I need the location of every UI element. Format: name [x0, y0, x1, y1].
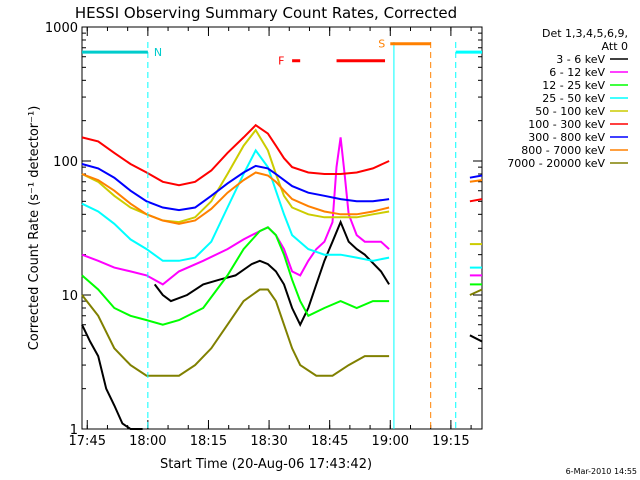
series-line-6-12kev	[81, 137, 390, 286]
y-tick-label: 1000	[45, 21, 78, 36]
legend-label: 3 - 6 keV	[556, 53, 605, 66]
y-tick-label: 1	[70, 423, 78, 438]
series-line-7000-20000kev	[469, 288, 483, 296]
legend-label: 12 - 25 keV	[542, 79, 605, 92]
series-line-100-300kev	[469, 198, 483, 203]
legend-label: 800 - 7000 keV	[521, 144, 605, 157]
x-axis: 17:45 18:00 18:15 18:30 18:45 19:00 19:15	[69, 27, 472, 449]
x-tick-label: 19:15	[432, 434, 469, 449]
y-axis-label: Corrected Count Rate (s⁻¹ detector⁻¹)	[27, 106, 42, 351]
series-line-25-50kev	[81, 148, 390, 262]
legend-label: 50 - 100 keV	[535, 105, 605, 118]
y-axis: 1 10 100 1000	[45, 21, 482, 438]
x-tick-label: 17:45	[69, 434, 106, 449]
legend-header: Det 1,3,4,5,6,9,	[542, 27, 628, 40]
series-line-300-800kev	[469, 174, 483, 179]
x-axis-label: Start Time (20-Aug-06 17:43:42)	[160, 457, 372, 472]
series-line-300-800kev	[81, 163, 390, 212]
legend-label: 100 - 300 keV	[528, 118, 605, 131]
legend-label: 300 - 800 keV	[528, 131, 605, 144]
legend-label: 6 - 12 keV	[549, 66, 605, 79]
series-line-3-6kev	[469, 334, 483, 343]
x-tick-label: 19:00	[372, 434, 409, 449]
legend-label: 25 - 50 keV	[542, 92, 605, 105]
plot-frame	[81, 26, 483, 430]
series-line-800-7000kev	[469, 179, 483, 183]
x-tick-label: 18:00	[129, 434, 166, 449]
x-tick-label: 18:30	[250, 434, 287, 449]
x-tick-label: 18:45	[311, 434, 348, 449]
series-line-12-25kev	[81, 226, 390, 326]
annotation-label-n: N	[154, 46, 162, 59]
series-line-800-7000kev	[81, 171, 390, 225]
y-tick-label: 100	[53, 155, 78, 170]
series-line-3-6kev	[81, 324, 143, 430]
series-line-100-300kev	[81, 123, 390, 187]
chart-title: HESSI Observing Summary Count Rates, Cor…	[75, 4, 457, 22]
y-tick-label: 10	[61, 289, 78, 304]
legend-label: 7000 - 20000 keV	[507, 157, 605, 170]
annotations: N S F	[82, 38, 482, 429]
series-line-3-6kev	[153, 219, 390, 327]
annotation-label-f: F	[278, 55, 284, 68]
footer-timestamp: 6-Mar-2010 14:55	[566, 467, 637, 476]
series-lines	[81, 123, 483, 430]
series-line-7000-20000kev	[81, 288, 390, 377]
series-line-50-100kev	[81, 128, 390, 224]
legend-header: Att 0	[602, 40, 628, 53]
annotation-label-s: S	[378, 38, 385, 51]
x-tick-label: 18:15	[190, 434, 227, 449]
